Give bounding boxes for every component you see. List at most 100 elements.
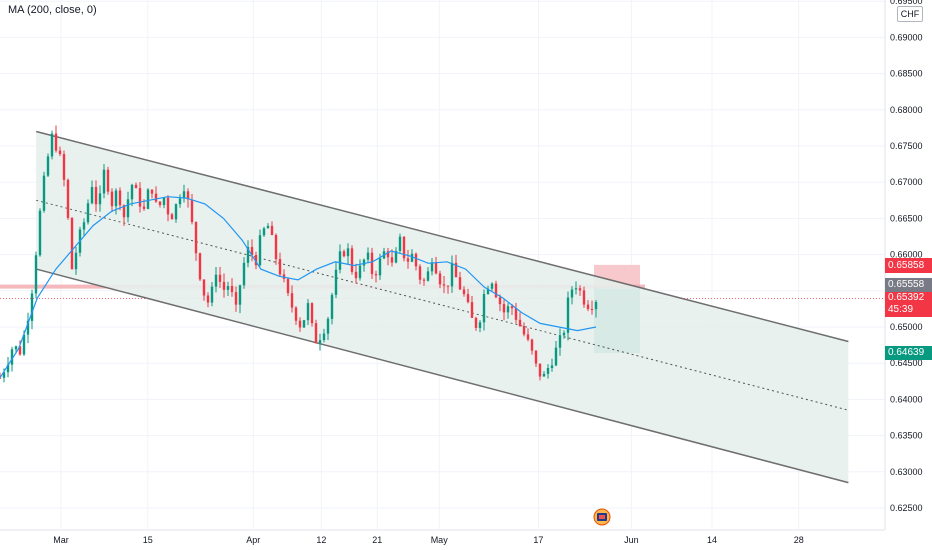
candle-body: [210, 286, 214, 303]
take-profit-price-label: 0.64639: [885, 346, 932, 360]
candle-body: [226, 286, 230, 290]
candle-body: [290, 293, 294, 308]
candle-body: [118, 190, 122, 206]
candle-body: [254, 254, 258, 266]
candle-body: [454, 262, 458, 278]
candle-body: [270, 225, 274, 236]
candle-body: [474, 317, 478, 328]
candle-body: [458, 277, 462, 290]
x-tick-label: Mar: [53, 535, 69, 545]
candle-body: [134, 184, 138, 189]
candle-body: [250, 247, 254, 255]
x-tick-label: 14: [707, 535, 717, 545]
candle-body: [34, 255, 38, 294]
candle-body: [82, 222, 86, 230]
candle-body: [286, 278, 290, 294]
candle-body: [46, 156, 50, 176]
candle-body: [58, 150, 62, 155]
candle-body: [338, 251, 342, 270]
candle-body: [374, 274, 378, 276]
candle-body: [278, 259, 282, 275]
candle-body: [578, 288, 582, 291]
candle-body: [62, 154, 66, 180]
candle-body: [0, 377, 2, 379]
candle-body: [562, 332, 566, 336]
candle-body: [94, 186, 98, 205]
candle-body: [22, 334, 26, 355]
candle-body: [314, 323, 318, 344]
y-tick-label: 0.66000: [890, 250, 923, 260]
candle-body: [550, 365, 554, 369]
calendar-event-icon[interactable]: [592, 507, 612, 527]
candle-body: [574, 288, 578, 290]
candle-body: [566, 297, 570, 333]
candle-body: [186, 191, 190, 200]
candle-body: [298, 320, 302, 328]
y-tick-label: 0.67500: [890, 141, 923, 151]
candle-body: [162, 197, 166, 206]
candle-body: [490, 283, 494, 289]
x-tick-label: May: [431, 535, 449, 545]
current-price-value: 0.65392: [888, 292, 925, 303]
candle-body: [70, 217, 74, 270]
x-tick-label: 12: [316, 535, 326, 545]
candle-body: [582, 290, 586, 305]
candle-body: [154, 193, 158, 202]
candle-body: [110, 191, 114, 207]
candle-body: [446, 285, 450, 287]
candle-body: [534, 350, 538, 364]
regression-channel: [36, 130, 849, 484]
indicator-label[interactable]: MA (200, close, 0): [8, 4, 97, 16]
y-tick-label: 0.69000: [890, 32, 923, 42]
candle-body: [38, 210, 42, 256]
channel-lower-line: [36, 268, 849, 484]
candle-body: [222, 281, 226, 290]
candle-body: [194, 222, 198, 254]
candle-body: [402, 236, 406, 259]
candle-body: [54, 133, 58, 151]
candle-body: [438, 273, 442, 285]
candle-body: [418, 266, 422, 280]
y-tick-label: 0.67000: [890, 177, 923, 187]
candle-body: [218, 274, 222, 282]
candle-body: [394, 250, 398, 263]
candle-body: [498, 297, 502, 305]
x-tick-label: 21: [372, 535, 382, 545]
candle-body: [6, 364, 10, 373]
y-tick-label: 0.65000: [890, 322, 923, 332]
candle-body: [158, 201, 162, 206]
candle-body: [98, 193, 102, 205]
candle-body: [594, 302, 598, 310]
y-tick-label: 0.64500: [890, 358, 923, 368]
candle-body: [342, 251, 346, 257]
y-tick-label: 0.63500: [890, 431, 923, 441]
candle-body: [334, 269, 338, 295]
current-price-label: 0.65392 45:39: [885, 292, 932, 317]
candle-body: [126, 199, 130, 218]
candle-body: [330, 294, 334, 319]
candle-body: [214, 274, 218, 287]
currency-badge[interactable]: CHF: [897, 6, 923, 22]
candle-body: [478, 322, 482, 328]
candle-body: [506, 306, 510, 313]
candle-body: [2, 372, 6, 378]
ma-200-line: [0, 196, 597, 379]
candlestick-series: [0, 125, 598, 383]
candle-body: [570, 289, 574, 298]
candle-body: [514, 308, 518, 320]
candle-body: [362, 259, 366, 266]
channel-fill: [36, 131, 849, 483]
x-tick-label: Apr: [246, 535, 260, 545]
candle-body: [522, 326, 526, 335]
candle-body: [30, 293, 34, 321]
candle-body: [170, 214, 174, 220]
candle-body: [274, 235, 278, 260]
y-tick-label: 0.62500: [890, 503, 923, 513]
candle-body: [450, 262, 454, 287]
candle-body: [26, 320, 30, 335]
candle-body: [370, 252, 374, 275]
y-tick-label: 0.66500: [890, 213, 923, 223]
entry-price-label: 0.65558: [885, 278, 932, 292]
candle-body: [202, 279, 206, 296]
